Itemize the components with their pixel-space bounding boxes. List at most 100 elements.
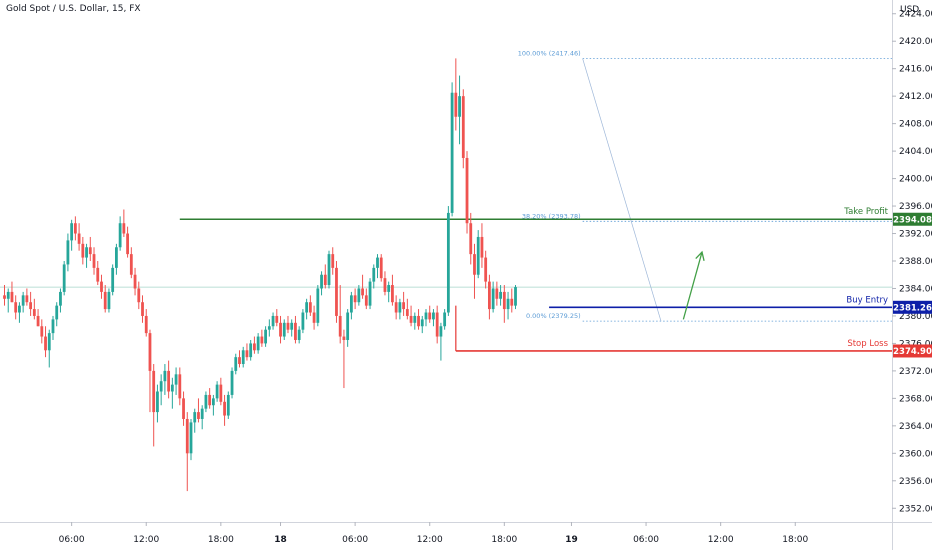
- fib-level-label: 38.20% (2393.78): [522, 212, 581, 220]
- candle-body: [458, 96, 461, 117]
- buy-entry-price-tag: [893, 300, 932, 314]
- candle-body: [346, 312, 350, 340]
- candle-body: [103, 291, 107, 310]
- chart-title: Gold Spot / U.S. Dollar, 15, FX: [6, 4, 141, 14]
- candle-body: [6, 291, 10, 299]
- candle-body: [320, 274, 323, 289]
- candle-body: [100, 281, 103, 292]
- candle-body: [368, 281, 372, 306]
- candle-body: [118, 223, 122, 248]
- candle-body: [473, 254, 476, 275]
- candle-body: [200, 408, 204, 419]
- candle-body: [77, 233, 81, 244]
- x-tick-label: 12:00: [417, 535, 443, 545]
- y-tick-label: 2360.00: [899, 449, 932, 459]
- candle-body: [36, 315, 40, 327]
- candle-body: [249, 343, 253, 358]
- candle-body: [44, 336, 47, 351]
- candle-body: [234, 357, 238, 371]
- candle-body: [450, 92, 454, 213]
- y-tick-label: 2368.00: [899, 394, 932, 404]
- candle-body: [443, 312, 447, 327]
- candle-body: [85, 247, 88, 258]
- candle-body: [502, 291, 506, 310]
- candle-body: [148, 333, 152, 371]
- candle-body: [10, 291, 14, 303]
- candle-body: [405, 309, 409, 316]
- candle-body: [144, 315, 148, 334]
- candle-body: [219, 384, 223, 402]
- candle-body: [480, 236, 484, 258]
- candle-body: [297, 329, 301, 340]
- candle-body: [111, 267, 115, 292]
- candle-body: [439, 326, 443, 337]
- y-tick-label: 2384.00: [899, 284, 932, 294]
- candles-layer: [3, 58, 517, 492]
- x-tick-label: 06:00: [59, 535, 85, 545]
- take-profit-price-tag: [893, 212, 932, 226]
- candle-body: [25, 295, 29, 303]
- y-tick-label: 2408.00: [899, 120, 932, 130]
- target-arrow: [682, 251, 703, 320]
- overlay-layer: [682, 250, 705, 320]
- candle-body: [499, 291, 502, 299]
- candle-body: [51, 319, 55, 334]
- candle-body: [323, 274, 327, 286]
- fib-level-label: 0.00% (2379.25): [526, 312, 581, 320]
- x-tick-label: 18:00: [208, 535, 234, 545]
- candle-body: [435, 312, 439, 337]
- candle-body: [491, 288, 495, 310]
- candle-body: [417, 315, 420, 327]
- candle-body: [294, 322, 297, 340]
- stop-loss-price-tag: [893, 344, 932, 358]
- candle-body: [432, 312, 435, 320]
- levels-layer: 100.00% (2417.46) 38.20% (2393.78) 0.00% (…: [179, 50, 892, 352]
- candle-body: [510, 298, 514, 306]
- candle-body: [387, 285, 391, 292]
- candle-body: [271, 315, 275, 327]
- price-labels-layer: 2394.08 2381.26 2374.90: [893, 212, 932, 358]
- candle-body: [32, 309, 36, 316]
- candle-body: [197, 412, 200, 419]
- candle-body: [379, 257, 383, 279]
- candle-body: [331, 254, 335, 268]
- y-tick-label: 2380.00: [899, 312, 932, 322]
- target-arrow-head: [695, 250, 705, 261]
- candle-body: [282, 322, 286, 337]
- candle-body: [208, 394, 212, 406]
- candle-body: [461, 96, 465, 158]
- candle-body: [167, 370, 171, 392]
- stop-loss-price-text: 2374.90: [893, 347, 932, 357]
- x-tick-label: 06:00: [633, 535, 659, 545]
- take-profit-label: Take Profit: [843, 207, 888, 217]
- candle-body: [301, 312, 305, 330]
- y-tick-label: 2400.00: [899, 175, 932, 185]
- x-tick-label: 18: [274, 535, 287, 545]
- candle-body: [152, 370, 156, 413]
- candle-body: [391, 285, 394, 303]
- candle-body: [364, 295, 368, 306]
- candle-body: [163, 370, 167, 382]
- candle-body: [174, 374, 178, 385]
- x-tick-label: 12:00: [708, 535, 734, 545]
- candle-body: [178, 374, 182, 399]
- candle-body: [305, 302, 309, 313]
- y-tick-label: 2356.00: [899, 477, 932, 487]
- candle-body: [204, 394, 208, 409]
- candle-body: [394, 302, 398, 313]
- candle-body: [495, 288, 499, 299]
- candle-body: [115, 247, 118, 268]
- candle-body: [308, 302, 312, 313]
- x-tick-label: 18:00: [491, 535, 517, 545]
- y-tick-label: 2404.00: [899, 147, 932, 157]
- candle-body: [141, 302, 144, 316]
- currency-label: USD: [900, 5, 919, 15]
- candle-body: [122, 223, 126, 234]
- candle-body: [402, 302, 406, 310]
- candle-body: [372, 267, 376, 282]
- candle-body: [92, 254, 96, 268]
- candle-body: [241, 350, 245, 365]
